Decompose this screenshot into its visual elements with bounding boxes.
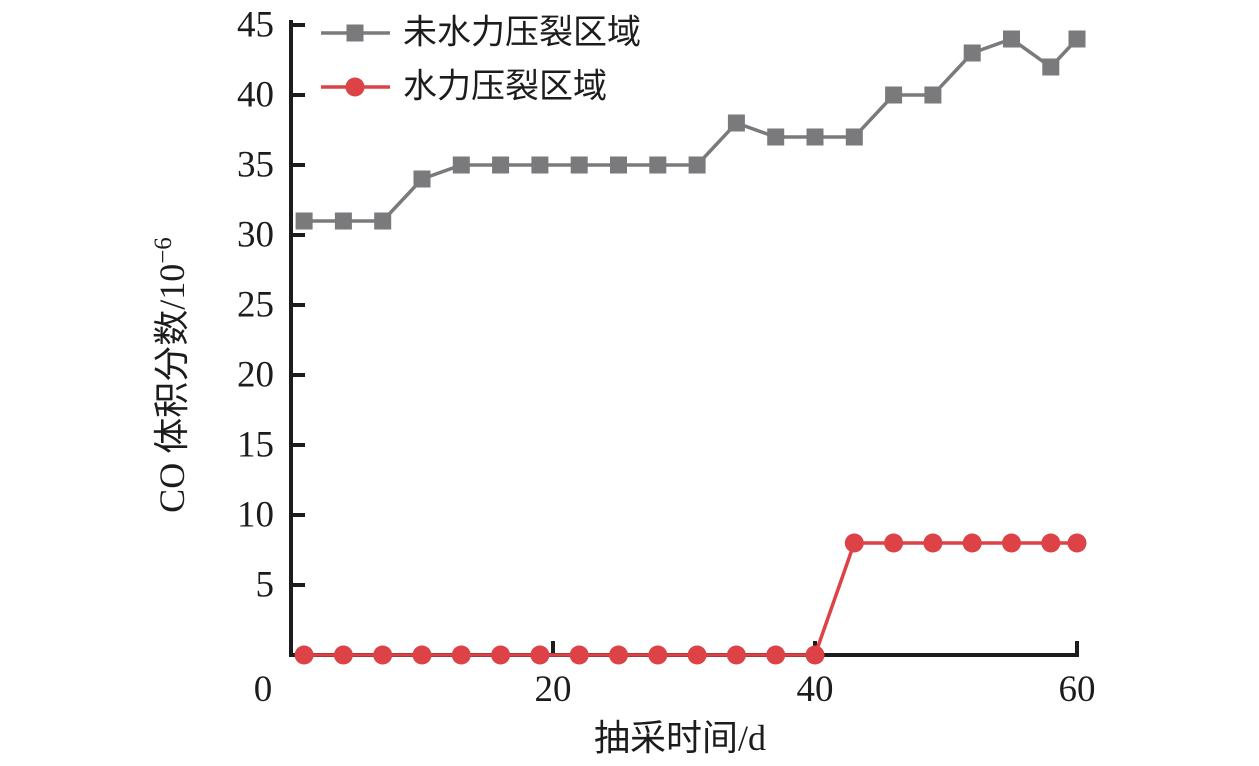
data-point-square [1068,30,1086,48]
data-point-square [413,170,431,188]
data-point-circle [766,645,786,665]
legend-square-marker [346,24,364,42]
x-tick-label: 20 [535,669,572,710]
data-point-circle [1041,533,1061,553]
data-point-square [845,128,863,146]
data-point-square [1042,58,1060,76]
data-point-square [885,86,903,104]
data-point-circle [530,645,550,665]
x-axis-title: 抽采时间/d [594,718,766,758]
data-point-circle [726,645,746,665]
legend-markers [321,24,390,97]
data-point-square [610,156,627,174]
data-point-circle [373,645,393,665]
data-point-circle [805,645,825,665]
y-tick-label: 5 [256,565,275,606]
data-point-circle [884,533,904,553]
series-0 [295,30,1086,230]
legend: 未水力压裂区域 水力压裂区域 [321,14,641,106]
axes [289,20,1079,657]
data-point-circle [333,645,353,665]
data-point-circle [648,645,668,665]
y-axis-title-exponent: −6 [150,237,177,264]
data-point-square [334,212,352,230]
data-point-circle [412,645,432,665]
x-tick-label: 60 [1059,669,1096,710]
data-point-square [492,156,510,174]
legend-circle-marker [345,77,365,97]
data-point-square [924,86,942,104]
data-point-circle [844,533,864,553]
data-point-square [963,44,981,62]
data-point-square [452,156,470,174]
x-tick-label: 40 [797,669,834,710]
y-tick-label: 25 [237,285,274,326]
data-point-circle [687,645,707,665]
y-axis-title-base: CO 体积分数/10 [152,264,192,513]
data-point-square [531,156,549,174]
data-point-circle [962,533,982,553]
tick-marks [291,23,1079,655]
series-line [304,541,1077,657]
tick-labels: 5 10 15 20 25 30 35 40 45 0 20 40 60 [237,5,1096,711]
data-point-square [806,128,824,146]
axis-spines [289,20,1079,657]
data-point-circle [569,645,589,665]
x-tick-label: 0 [254,669,273,710]
data-point-circle [451,645,471,665]
data-point-square [727,114,745,132]
series-line [304,37,1079,223]
y-tick-label: 45 [237,5,274,46]
data-point-square [688,156,706,174]
legend-label-fractured-area: 水力压裂区域 [403,68,607,106]
data-point-circle [1002,533,1021,553]
y-tick-label: 35 [237,145,274,186]
y-tick-label: 15 [237,425,274,466]
y-tick-label: 40 [237,75,274,116]
legend-label-unfractured-area: 未水力压裂区域 [403,14,641,52]
data-point-square [570,156,588,174]
data-point-circle [491,645,511,665]
data-point-square [767,128,785,146]
data-point-circle [609,645,628,665]
data-point-square [1003,30,1020,48]
y-tick-label: 20 [237,355,274,396]
data-point-circle [923,533,943,553]
data-point-circle [294,645,314,665]
data-point-square [374,212,392,230]
series-1 [294,533,1087,665]
data-point-square [649,156,667,174]
y-axis-title: CO 体积分数/10−6 [150,237,192,513]
data-point-circle [1067,533,1087,553]
y-tick-label: 10 [237,495,274,536]
y-tick-label: 30 [237,215,274,256]
data-series [294,30,1087,665]
data-point-square [295,212,313,230]
